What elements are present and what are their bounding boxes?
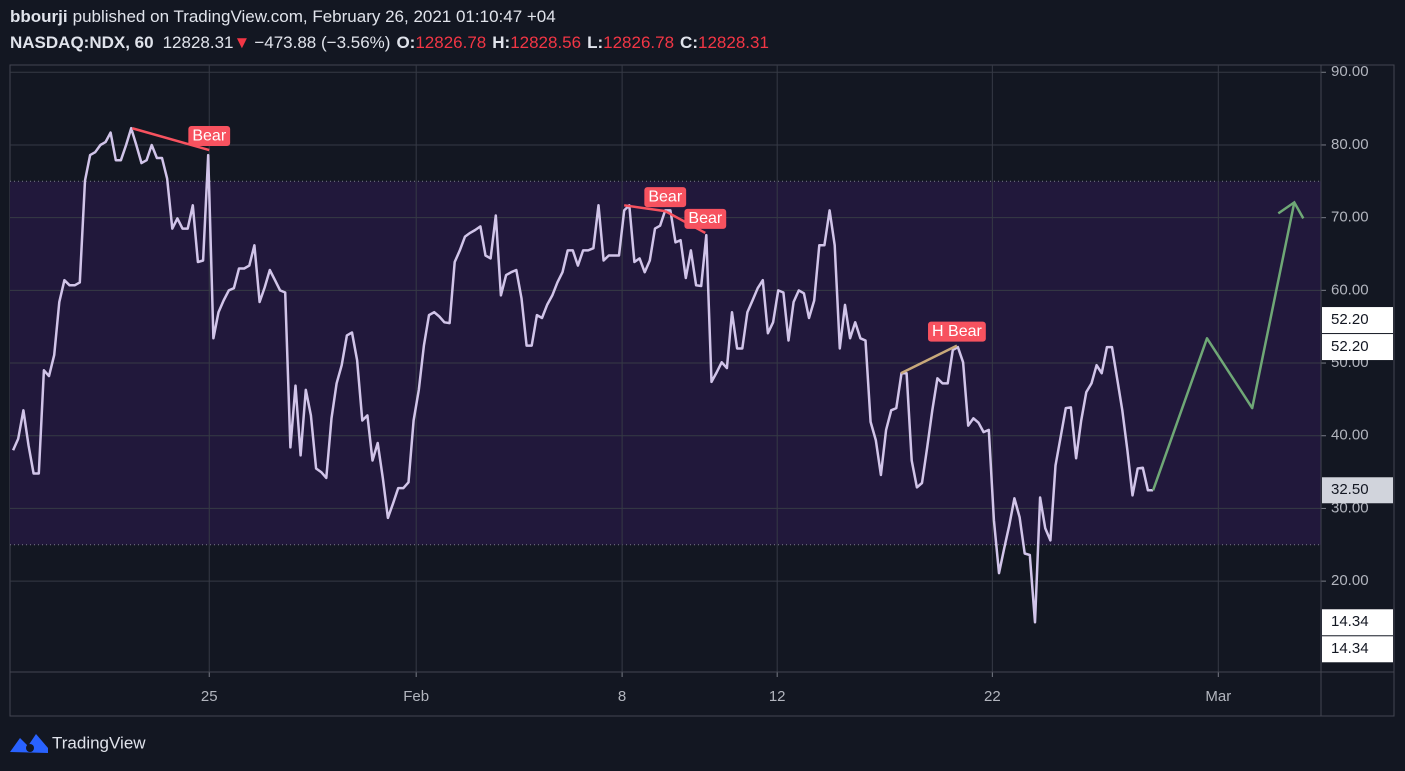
price-label: 14.34 [1331, 640, 1369, 657]
price-label: 52.20 [1331, 311, 1369, 328]
divergence-label: Bear [192, 127, 226, 144]
divergence-line [900, 344, 958, 375]
x-tick-label: 25 [201, 688, 218, 705]
plot: 20.0030.0040.0050.0060.0070.0080.0090.00… [10, 63, 1369, 705]
price-label: 32.50 [1331, 481, 1369, 498]
x-tick-label: Mar [1205, 688, 1231, 705]
divergence-label: Bear [648, 188, 682, 205]
y-tick-label: 90.00 [1331, 63, 1369, 80]
arrowhead [1277, 200, 1305, 220]
price-label: 14.34 [1331, 613, 1369, 630]
series-line [1151, 202, 1296, 491]
high: 12828.56 [510, 33, 581, 52]
author: bbourji [10, 7, 68, 26]
open: 12826.78 [415, 33, 486, 52]
divergence-line [131, 127, 210, 152]
close: 12828.31 [698, 33, 769, 52]
price-label-box [1322, 334, 1393, 361]
label-box [188, 126, 231, 147]
label-box [644, 187, 687, 208]
price-label-box [1322, 636, 1393, 663]
high-label: H: [492, 33, 510, 52]
price-label-box [1322, 307, 1393, 334]
published: published on TradingView.com, February 2… [73, 7, 556, 26]
publish-line: bbourji published on TradingView.com, Feb… [10, 7, 556, 26]
symbol-line: NASDAQ:NDX, 60 12828.31▼ −473.88 (−3.56%) O… [10, 33, 769, 52]
divergence-label: H Bear [932, 323, 982, 340]
x-tick-label: Feb [403, 688, 429, 705]
price-label-box [1322, 609, 1393, 636]
logo-icon [10, 734, 48, 753]
down-arrow: ▼ [234, 33, 251, 52]
price-label-box [1322, 477, 1393, 504]
x-tick-label: 12 [769, 688, 786, 705]
y-tick-label: 70.00 [1331, 209, 1369, 226]
open-label: O: [396, 33, 415, 52]
y-tick-label: 40.00 [1331, 427, 1369, 444]
y-tick-label: 80.00 [1331, 136, 1369, 153]
label-box [928, 321, 986, 342]
x-tick-label: 22 [984, 688, 1001, 705]
divergence-line [623, 204, 666, 213]
change: −473.88 (−3.56%) [254, 33, 390, 52]
divergence-label: Bear [688, 210, 722, 227]
symbol: NASDAQ:NDX, 60 [10, 33, 154, 52]
brand: TradingView [52, 733, 146, 752]
logo [10, 734, 48, 753]
x-tick-label: 8 [618, 688, 626, 705]
low-label: L: [587, 33, 603, 52]
last-price: 12828.31 [163, 33, 234, 52]
y-tick-label: 30.00 [1331, 499, 1369, 516]
low: 12826.78 [603, 33, 674, 52]
y-tick-label: 20.00 [1331, 572, 1369, 589]
logo-dot [26, 744, 34, 752]
y-tick-label: 60.00 [1331, 281, 1369, 298]
price-label: 52.20 [1331, 338, 1369, 355]
series-line [11, 126, 1154, 624]
label-box [684, 208, 727, 229]
close-label: C: [680, 33, 698, 52]
